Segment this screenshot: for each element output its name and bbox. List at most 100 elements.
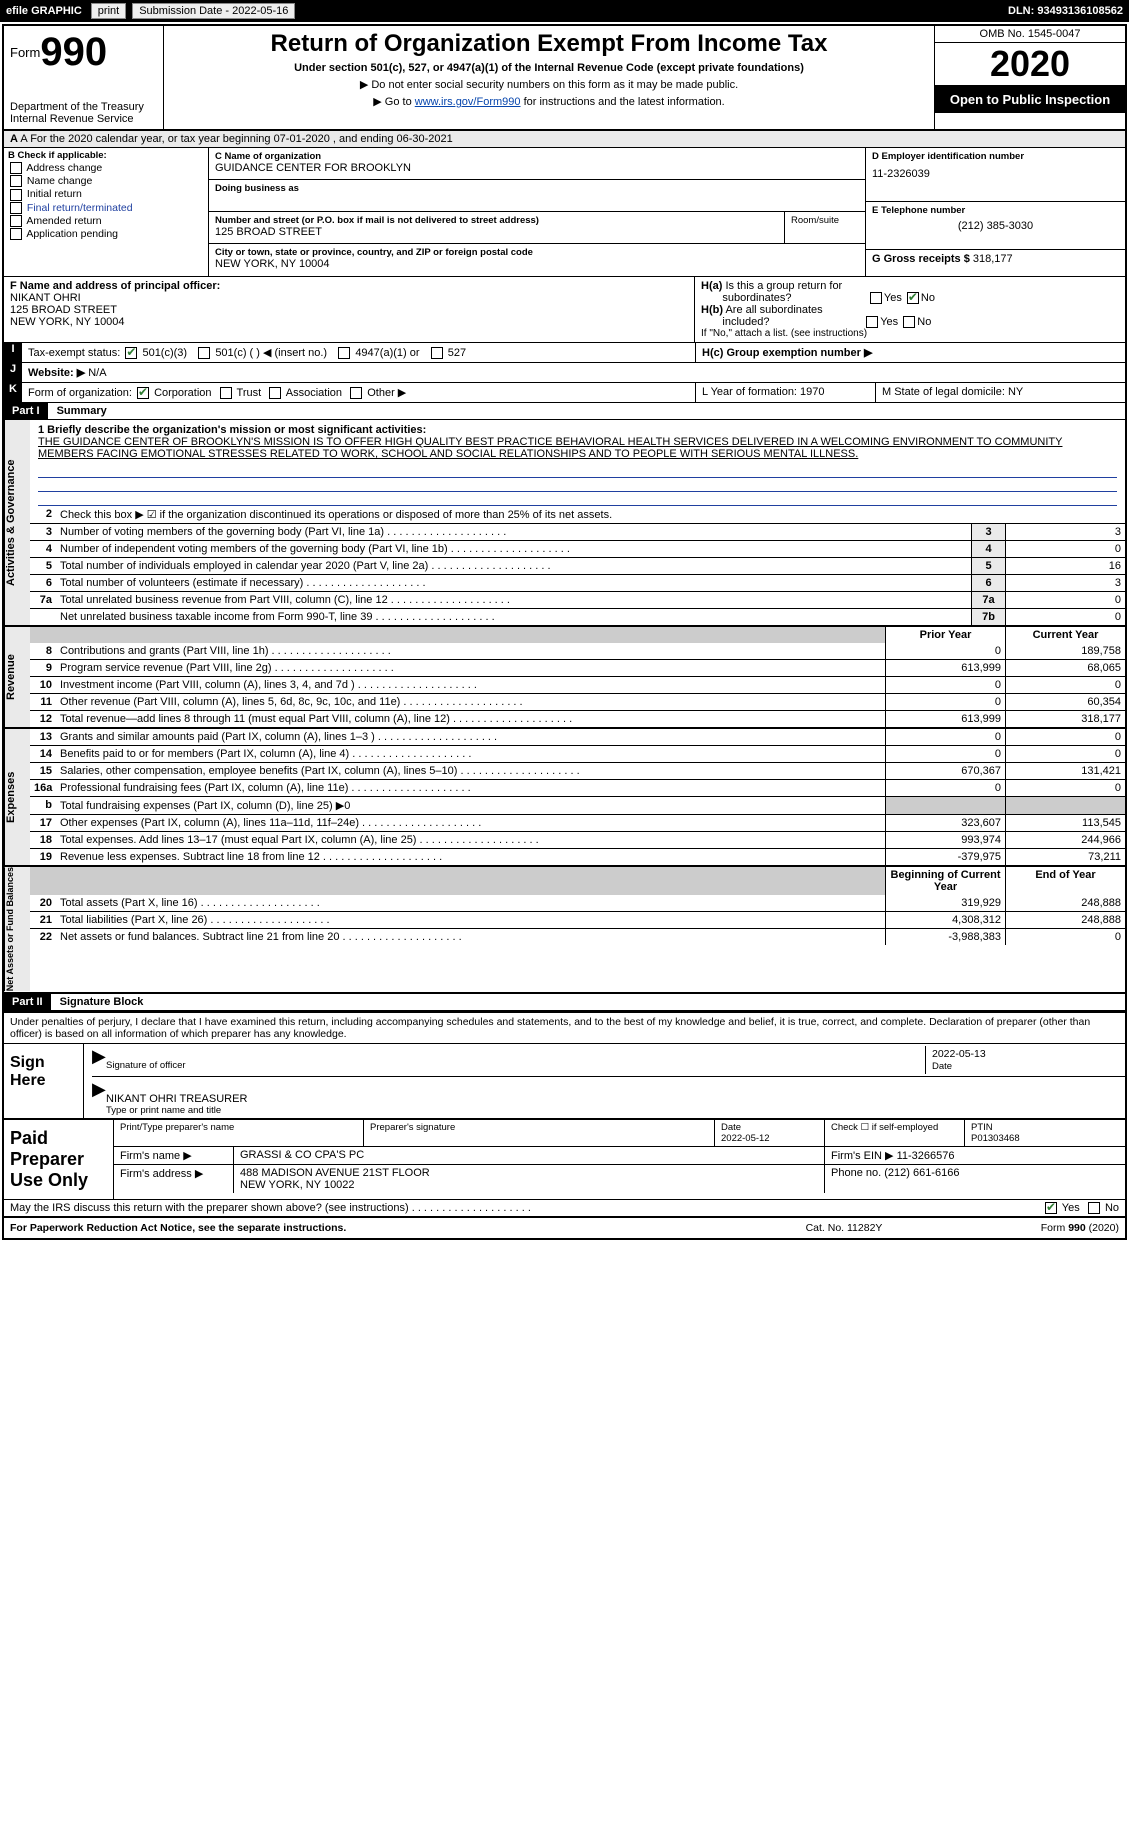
firm-addr-row: Firm's address ▶ 488 MADISON AVENUE 21ST…: [114, 1165, 1125, 1193]
rev-line: 9Program service revenue (Part VIII, lin…: [30, 659, 1125, 676]
state-domicile: M State of legal domicile: NY: [875, 383, 1125, 402]
chk-501c[interactable]: [198, 347, 210, 359]
k-label: K: [4, 383, 22, 402]
hb-yes[interactable]: [866, 316, 878, 328]
chk-corp[interactable]: [137, 387, 149, 399]
org-name: GUIDANCE CENTER FOR BROOKLYN: [215, 162, 859, 174]
form-page: Form990 Department of the Treasury Inter…: [2, 24, 1127, 1240]
chk-address[interactable]: Address change: [8, 162, 204, 174]
form-subtitle: Under section 501(c), 527, or 4947(a)(1)…: [172, 62, 926, 74]
rev-line: 11Other revenue (Part VIII, column (A), …: [30, 693, 1125, 710]
part1-header: Part I Summary: [4, 403, 1125, 420]
firm-ein: 11-3266576: [897, 1150, 955, 1162]
prep-date: 2022-05-12: [721, 1133, 770, 1144]
topbar: efile GRAPHIC print Submission Date - 20…: [0, 0, 1129, 22]
ag-line: 6Total number of volunteers (estimate if…: [30, 574, 1125, 591]
tax-status: Tax-exempt status: 501(c)(3) 501(c) ( ) …: [22, 343, 695, 362]
form-header: Form990 Department of the Treasury Inter…: [4, 26, 1125, 131]
chk-4947[interactable]: [338, 347, 350, 359]
cat-no: Cat. No. 11282Y: [769, 1222, 919, 1234]
part1-title: Summary: [51, 403, 113, 419]
ag-line: Net unrelated business taxable income fr…: [30, 608, 1125, 625]
header-mid: Return of Organization Exempt From Incom…: [164, 26, 935, 129]
hb-no[interactable]: [903, 316, 915, 328]
chk-amended[interactable]: Amended return: [8, 215, 204, 227]
exp-line: bTotal fundraising expenses (Part IX, co…: [30, 796, 1125, 814]
ein-val: 11-2326039: [872, 168, 1119, 180]
firm-addr1: 488 MADISON AVENUE 21ST FLOOR: [240, 1167, 430, 1179]
ag-line: 7aTotal unrelated business revenue from …: [30, 591, 1125, 608]
box-b: B Check if applicable: Address change Na…: [4, 148, 209, 276]
rev-line: 8Contributions and grants (Part VIII, li…: [30, 643, 1125, 659]
exp-line: 18Total expenses. Add lines 13–17 (must …: [30, 831, 1125, 848]
chk-527[interactable]: [431, 347, 443, 359]
prep-header-row: Print/Type preparer's name Preparer's si…: [114, 1120, 1125, 1147]
exp-line: 17Other expenses (Part IX, column (A), l…: [30, 814, 1125, 831]
box-b-head: B Check if applicable:: [8, 150, 204, 161]
col-header: Prior Year Current Year: [30, 627, 1125, 643]
period-text: A For the 2020 calendar year, or tax yea…: [20, 133, 452, 145]
print-button[interactable]: print: [91, 3, 126, 19]
chk-initial[interactable]: Initial return: [8, 188, 204, 200]
sidetab-net: Net Assets or Fund Balances: [4, 867, 30, 991]
net-line: 22Net assets or fund balances. Subtract …: [30, 928, 1125, 945]
officer-addr1: 125 BROAD STREET: [10, 304, 117, 316]
chk-final[interactable]: Final return/terminated: [8, 202, 204, 214]
chk-501c3[interactable]: [125, 347, 137, 359]
ha-no[interactable]: [907, 292, 919, 304]
sidetab-exp: Expenses: [4, 729, 30, 865]
form990-link[interactable]: www.irs.gov/Form990: [415, 96, 521, 108]
chk-assoc[interactable]: [269, 387, 281, 399]
exp-line: 19Revenue less expenses. Subtract line 1…: [30, 848, 1125, 865]
tax-year: 2020: [935, 43, 1125, 86]
officer-label: F Name and address of principal officer:: [10, 280, 220, 292]
form-org: Form of organization: Corporation Trust …: [22, 383, 695, 402]
i-label: I: [4, 343, 22, 362]
entity-block: B Check if applicable: Address change Na…: [4, 148, 1125, 277]
self-emp-chk[interactable]: Check ☐ if self-employed: [825, 1120, 965, 1146]
exp-line: 14Benefits paid to or for members (Part …: [30, 745, 1125, 762]
exp-block: Expenses 13Grants and similar amounts pa…: [4, 729, 1125, 867]
discuss-row: May the IRS discuss this return with the…: [4, 1199, 1125, 1216]
ha-yes[interactable]: [870, 292, 882, 304]
discuss-no[interactable]: [1088, 1202, 1100, 1214]
mission-label: 1 Briefly describe the organization's mi…: [38, 424, 426, 436]
subdate-button[interactable]: Submission Date - 2022-05-16: [132, 3, 295, 19]
ag-line: 3Number of voting members of the governi…: [30, 523, 1125, 540]
signature-block: Under penalties of perjury, I declare th…: [4, 1011, 1125, 1118]
blank-line: [38, 492, 1117, 506]
ag-line: 5Total number of individuals employed in…: [30, 557, 1125, 574]
paid-preparer: Paid Preparer Use Only: [4, 1120, 114, 1199]
curr-hdr: Current Year: [1005, 627, 1125, 643]
box-c: C Name of organization GUIDANCE CENTER F…: [209, 148, 865, 276]
org-addr: 125 BROAD STREET: [215, 226, 778, 238]
omb: OMB No. 1545-0047: [935, 26, 1125, 43]
fh-row: F Name and address of principal officer:…: [4, 277, 1125, 343]
sign-here: Sign Here: [4, 1044, 84, 1118]
website-label: Website: ▶: [28, 367, 85, 379]
box-d-e-g: D Employer identification number 11-2326…: [865, 148, 1125, 276]
header-right: OMB No. 1545-0047 2020 Open to Public In…: [935, 26, 1125, 129]
gross-val: 318,177: [973, 253, 1013, 265]
website-val: N/A: [88, 367, 106, 379]
exp-line: 16aProfessional fundraising fees (Part I…: [30, 779, 1125, 796]
beg-hdr: Beginning of Current Year: [885, 867, 1005, 895]
blank-line: [38, 478, 1117, 492]
addr-label: Number and street (or P.O. box if mail i…: [215, 215, 778, 226]
form-number: 990: [40, 30, 107, 74]
chk-application[interactable]: Application pending: [8, 228, 204, 240]
discuss-yes[interactable]: [1045, 1202, 1057, 1214]
end-hdr: End of Year: [1005, 867, 1125, 895]
phone-label: E Telephone number: [872, 205, 1119, 216]
note-ssn: ▶ Do not enter social security numbers o…: [172, 78, 926, 91]
chk-trust[interactable]: [220, 387, 232, 399]
year-formation: L Year of formation: 1970: [695, 383, 875, 402]
part2-label: Part II: [4, 994, 51, 1010]
arrow-icon: ▶: [92, 1079, 106, 1116]
ag-block: Activities & Governance 1 Briefly descri…: [4, 420, 1125, 627]
prior-hdr: Prior Year: [885, 627, 1005, 643]
chk-other[interactable]: [350, 387, 362, 399]
j-label: J: [4, 363, 22, 382]
note2-post: for instructions and the latest informat…: [521, 96, 725, 108]
chk-name[interactable]: Name change: [8, 175, 204, 187]
